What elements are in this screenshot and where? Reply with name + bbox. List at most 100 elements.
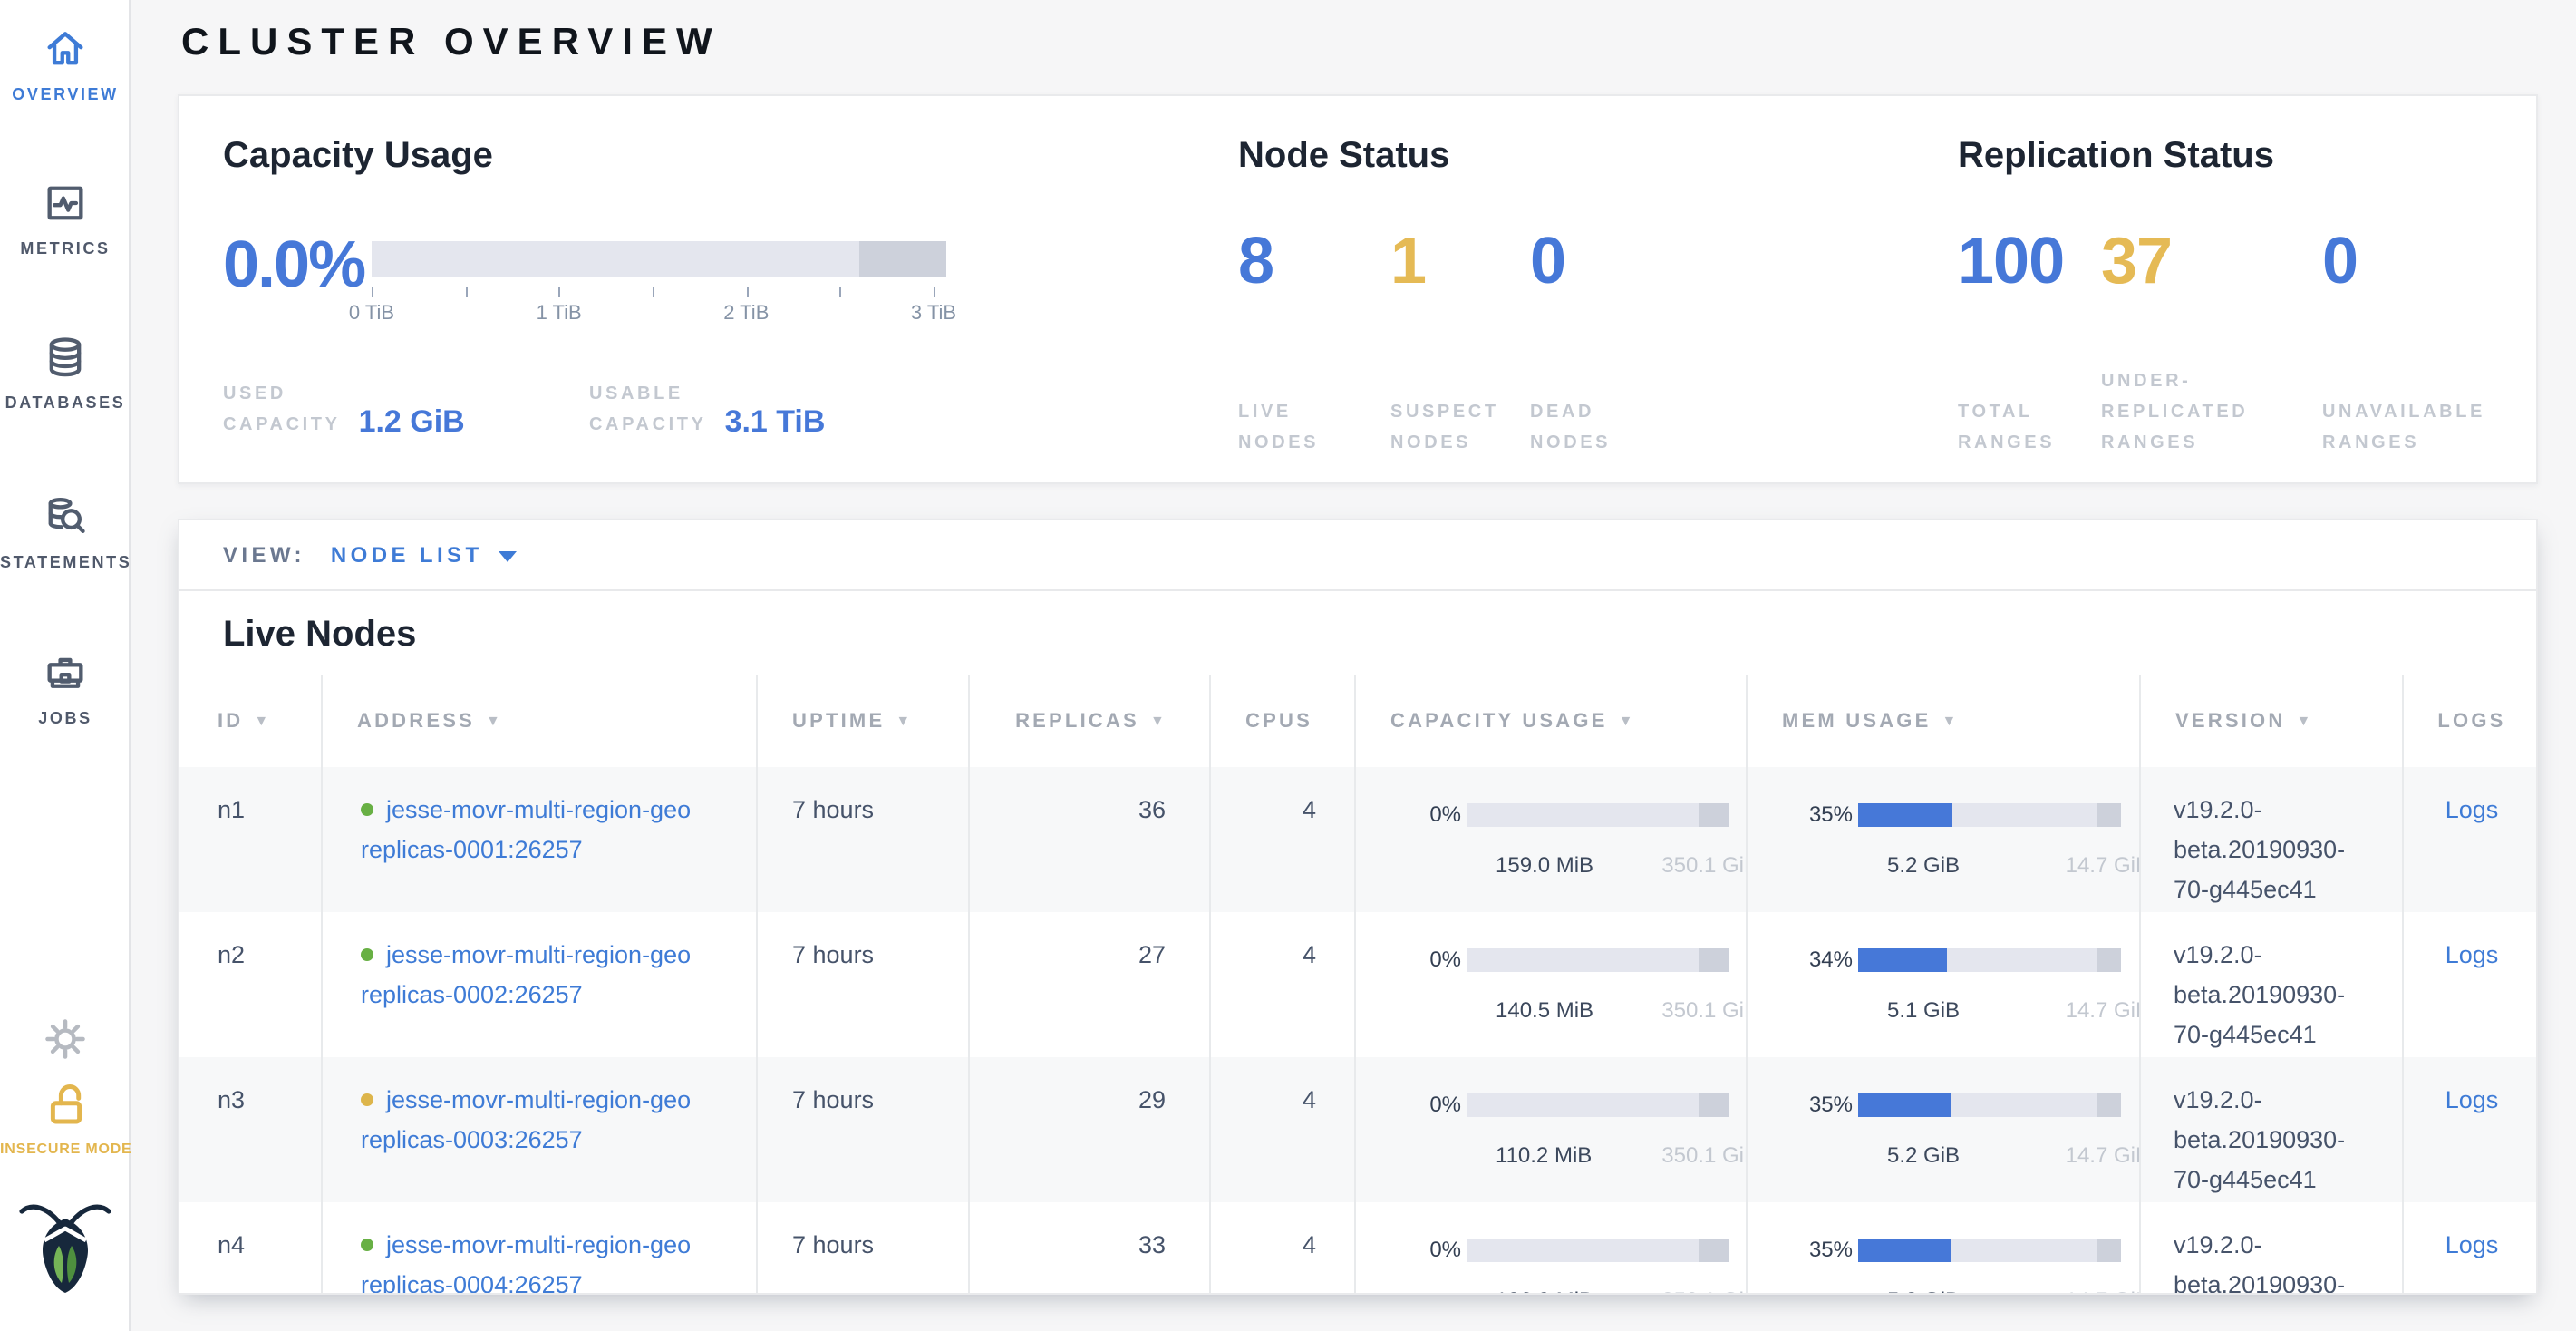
- sort-arrow-icon: ▼: [1149, 713, 1167, 729]
- cell-mem-usage: 35% 5.2 GiB 14.7 GiB: [1746, 1057, 2139, 1202]
- usage-bar: [1467, 947, 1729, 971]
- sidebar-item-databases[interactable]: DATABASES: [0, 334, 131, 412]
- view-dropdown-value: NODE LIST: [330, 542, 483, 568]
- axis-tick-label: 3 TiB: [910, 303, 957, 325]
- page-title: CLUSTER OVERVIEW: [181, 22, 721, 63]
- usage-bar-reserved: [2097, 1238, 2121, 1261]
- usage-used-value: 106.9 MiB: [1496, 1280, 1593, 1293]
- column-header-address[interactable]: ADDRESS ▼: [321, 675, 756, 767]
- cockroachdb-logo[interactable]: [0, 1197, 131, 1293]
- column-header-cpus: CPUS: [1209, 675, 1354, 767]
- usable-capacity-stat: USABLE CAPACITY 3.1 TiB: [589, 379, 825, 441]
- column-header-id[interactable]: ID ▼: [179, 675, 321, 767]
- logs-link[interactable]: Logs: [2445, 1231, 2499, 1258]
- stat-value: 100: [1958, 223, 2065, 297]
- usage-bar-reserved: [2097, 802, 2121, 826]
- axis-tick: [372, 287, 373, 297]
- version-line: v19.2.0-: [2174, 941, 2262, 968]
- sidebar-item-overview[interactable]: OVERVIEW: [0, 25, 131, 103]
- address-link[interactable]: replicas-0001:26257: [361, 836, 583, 863]
- capacity-axis-ticks: [372, 287, 946, 297]
- usage-bar-reserved: [1698, 1238, 1729, 1261]
- address-link[interactable]: jesse-movr-multi-region-geo: [386, 1231, 692, 1258]
- version-line: v19.2.0-: [2174, 796, 2262, 823]
- sidebar-item-metrics[interactable]: METRICS: [0, 180, 131, 257]
- cell-node-id: n1: [218, 796, 246, 823]
- column-header-label: CAPACITY USAGE: [1390, 710, 1608, 732]
- view-dropdown[interactable]: NODE LIST: [331, 542, 518, 568]
- axis-tick: [746, 287, 749, 297]
- address-link[interactable]: replicas-0004:26257: [361, 1271, 583, 1295]
- table-header-row: ID ▼ ADDRESS ▼ UPTIME ▼ REPLICAS ▼ CPUS CAPACITY …: [179, 675, 2536, 767]
- address-link[interactable]: replicas-0002:26257: [361, 981, 583, 1008]
- version-line: beta.20190930-: [2174, 1271, 2346, 1295]
- stat-label-line: RANGES: [2322, 433, 2420, 453]
- column-header-label: CPUS: [1245, 710, 1312, 732]
- address-link[interactable]: jesse-movr-multi-region-geo: [386, 796, 692, 823]
- stat-label: UNAVAILABLE RANGES: [2322, 397, 2540, 459]
- column-header-capacity-usage[interactable]: CAPACITY USAGE ▼: [1354, 675, 1746, 767]
- stat-label-line: NODES: [1530, 433, 1612, 453]
- insecure-mode-indicator[interactable]: INSECURE MODE: [0, 1081, 131, 1157]
- cell-version: v19.2.0- beta.20190930- 70-g445ec41: [2139, 912, 2402, 1057]
- cell-capacity-usage: 0% 140.5 MiB 350.1 GiB: [1354, 912, 1746, 1057]
- usage-used-value: 5.2 GiB: [1887, 1142, 1961, 1168]
- address-link[interactable]: replicas-0003:26257: [361, 1126, 583, 1153]
- usage-bar-reserved: [2097, 947, 2121, 971]
- sidebar-item-statements[interactable]: STATEMENTS: [0, 493, 131, 571]
- view-selector-bar: VIEW: NODE LIST: [179, 520, 2536, 591]
- stat-value: 1: [1390, 223, 1427, 297]
- logs-link[interactable]: Logs: [2445, 941, 2499, 968]
- capacity-bar-reserved: [859, 241, 946, 277]
- stat-label-line: RANGES: [1958, 433, 2056, 453]
- logs-link[interactable]: Logs: [2445, 796, 2499, 823]
- column-header-uptime[interactable]: UPTIME ▼: [756, 675, 968, 767]
- sort-arrow-icon: ▼: [1942, 713, 1960, 729]
- column-header-label: ID: [218, 710, 244, 732]
- cell-replicas: 29: [968, 1057, 1209, 1202]
- stat-label: TOTAL RANGES: [1958, 397, 2101, 459]
- databases-icon: [0, 334, 131, 384]
- address-link[interactable]: jesse-movr-multi-region-geo: [386, 1086, 692, 1113]
- column-header-version[interactable]: VERSION ▼: [2139, 675, 2402, 767]
- cell-version: v19.2.0- beta.20190930- 70-g445ec41: [2139, 767, 2402, 912]
- cell-capacity-usage: 0% 159.0 MiB 350.1 GiB: [1354, 767, 1746, 912]
- column-header-mem-usage[interactable]: MEM USAGE ▼: [1746, 675, 2139, 767]
- home-icon: [0, 25, 131, 76]
- capacity-usage-heading: Capacity Usage: [223, 136, 493, 176]
- node-list-card: VIEW: NODE LIST Live Nodes ID ▼ ADDRESS ▼ UP…: [178, 519, 2538, 1295]
- version-line: 70-g445ec41: [2174, 1166, 2317, 1193]
- axis-tick: [934, 287, 935, 297]
- used-capacity-stat: USED CAPACITY 1.2 GiB: [223, 379, 465, 441]
- bar-percent-label: 0%: [1429, 1092, 1461, 1117]
- chevron-down-icon: [499, 550, 518, 561]
- usage-total-value: 350.1 GiB: [1661, 852, 1746, 878]
- logs-link[interactable]: Logs: [2445, 1086, 2499, 1113]
- usage-used-value: 5.2 GiB: [1887, 852, 1961, 878]
- cell-replicas: 33: [968, 1202, 1209, 1293]
- stat-block: 0 UNAVAILABLE RANGES: [2322, 228, 2540, 459]
- usage-total-value: 14.7 GiB: [2066, 1280, 2139, 1293]
- stat-block: 1 SUSPECT NODES: [1390, 228, 1530, 459]
- stat-label: LIVE NODES: [1238, 397, 1390, 459]
- settings-button[interactable]: [0, 1015, 131, 1066]
- metrics-icon: [0, 180, 131, 230]
- stat-value: 37: [2101, 223, 2173, 297]
- stat-label-line: NODES: [1238, 433, 1320, 453]
- sidebar-item-jobs[interactable]: JOBS: [0, 649, 131, 727]
- version-line: beta.20190930-: [2174, 981, 2346, 1008]
- cell-node-id: n3: [218, 1086, 246, 1113]
- column-header-replicas[interactable]: REPLICAS ▼: [968, 675, 1209, 767]
- sidebar-item-label: JOBS: [38, 709, 92, 727]
- usage-bar-reserved: [1698, 802, 1729, 826]
- table-row: n3 jesse-movr-multi-region-geo replicas-00…: [179, 1057, 2536, 1202]
- usage-used-value: 5.1 GiB: [1887, 997, 1961, 1023]
- version-line: beta.20190930-: [2174, 836, 2346, 863]
- stat-label-line: UNDER-: [2101, 372, 2192, 392]
- address-link[interactable]: jesse-movr-multi-region-geo: [386, 941, 692, 968]
- cell-address: jesse-movr-multi-region-geo replicas-0003…: [321, 1057, 756, 1202]
- capacity-label-line: CAPACITY: [589, 415, 707, 435]
- cell-cpus: 4: [1209, 767, 1354, 912]
- jobs-icon: [0, 649, 131, 700]
- live-nodes-heading: Live Nodes: [223, 615, 417, 655]
